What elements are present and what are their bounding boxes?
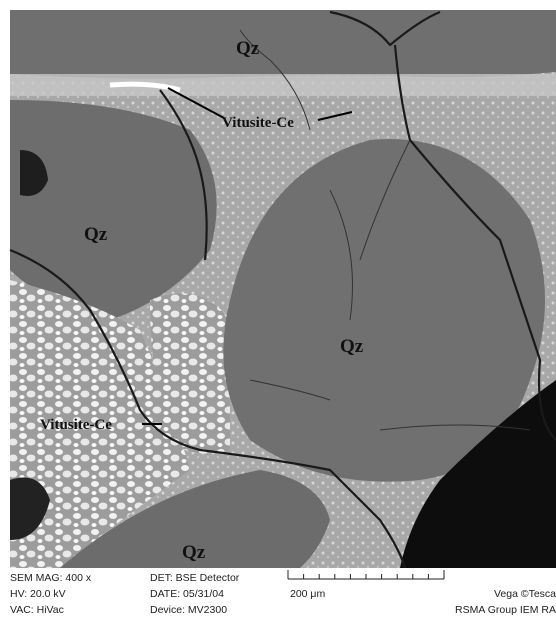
- mineral-label: Qz: [84, 224, 108, 245]
- micrograph: [10, 10, 556, 568]
- info-text: DET: BSE Detector: [150, 572, 240, 584]
- info-text: Device: MV2300: [150, 604, 227, 616]
- info-text: SEM MAG: 400 x: [10, 572, 92, 584]
- info-text: VAC: HiVac: [10, 604, 64, 616]
- mineral-label: Vitusite-Ce: [40, 417, 112, 433]
- mineral-label: Qz: [182, 542, 206, 563]
- mineral-label: Qz: [340, 336, 364, 357]
- mineral-label: Qz: [236, 38, 260, 59]
- mineral-label: Vitusite-Ce: [222, 115, 294, 131]
- info-text: HV: 20.0 kV: [10, 588, 66, 600]
- info-text: DATE: 05/31/04: [150, 588, 224, 600]
- scale-label: 200 μm: [290, 588, 325, 600]
- sem-image: Qz Vitusite-Ce Qz Qz Vitusite-Ce Qz SEM …: [0, 0, 556, 619]
- info-text: RSMA Group IEM RA: [455, 604, 556, 616]
- info-text: Vega ©Tesca: [494, 588, 556, 600]
